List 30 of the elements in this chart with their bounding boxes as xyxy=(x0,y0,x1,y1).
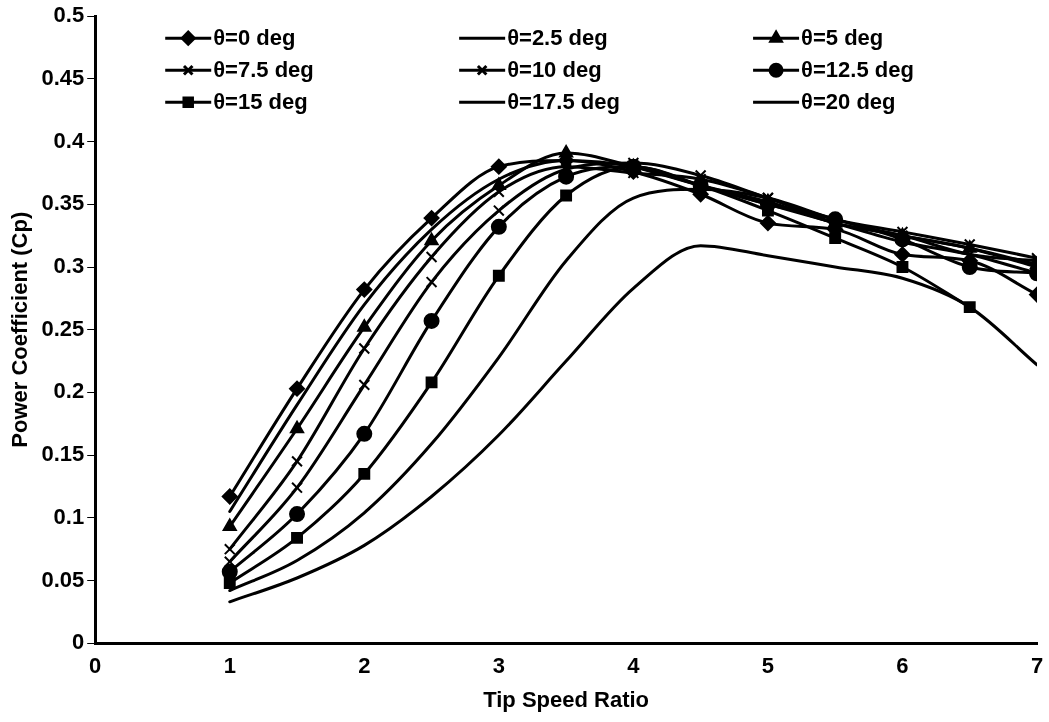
legend-label: θ=7.5 deg xyxy=(213,57,314,83)
y-tick-label: 0.5 xyxy=(53,2,85,28)
y-tick-label: 0.25 xyxy=(41,315,85,341)
x-tick-label: 2 xyxy=(358,653,371,679)
x-tick-label: 0 xyxy=(89,653,102,679)
legend-label: θ=2.5 deg xyxy=(507,25,608,51)
x-tick-label: 3 xyxy=(492,653,505,679)
y-tick-label: 0.2 xyxy=(53,378,85,404)
legend-label: θ=0 deg xyxy=(213,25,296,51)
y-tick-label: 0.35 xyxy=(41,190,85,216)
y-tick-label: 0.15 xyxy=(41,441,85,467)
x-tick-label: 6 xyxy=(896,653,909,679)
legend-label: θ=12.5 deg xyxy=(801,57,914,83)
legend-label: θ=20 deg xyxy=(801,89,896,115)
x-tick-label: 5 xyxy=(761,653,775,679)
x-axis-title: Tip Speed Ratio xyxy=(483,686,650,712)
legend-label: θ=15 deg xyxy=(213,89,308,115)
y-tick-label: 0.4 xyxy=(53,127,85,153)
x-tick-label: 4 xyxy=(627,653,641,679)
y-tick-label: 0.1 xyxy=(53,503,85,529)
legend-label: θ=17.5 deg xyxy=(507,89,620,115)
y-tick-label: 0.05 xyxy=(41,566,85,592)
y-tick-label: 0.45 xyxy=(41,64,85,90)
x-tick-label: 1 xyxy=(223,653,236,679)
y-tick-label: 0.3 xyxy=(53,253,85,279)
y-axis-title: Power Coefficient (Cp) xyxy=(7,211,33,448)
legend-label: θ=10 deg xyxy=(507,57,602,83)
x-tick-label: 7 xyxy=(1030,653,1044,679)
legend-label: θ=5 deg xyxy=(801,25,884,51)
y-tick-label: 0 xyxy=(71,629,85,655)
